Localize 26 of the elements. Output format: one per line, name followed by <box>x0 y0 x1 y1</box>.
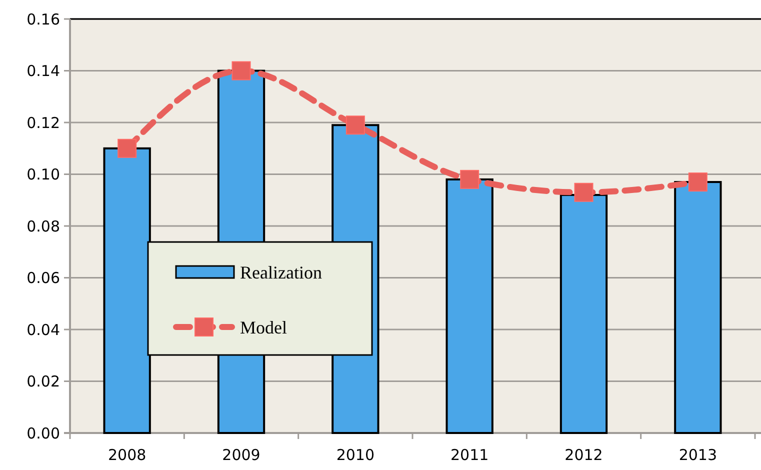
bar <box>446 178 494 434</box>
y-tick-label: 0.04 <box>26 320 60 339</box>
y-tick-label: 0.00 <box>26 424 60 442</box>
x-tick-label: 2009 <box>222 446 260 464</box>
x-tick-label: 2011 <box>450 446 489 464</box>
x-tick-label: 2010 <box>336 446 375 464</box>
point <box>460 170 480 189</box>
y-tick-label: 0.08 <box>26 217 60 236</box>
x-tick-label: 2013 <box>678 446 718 464</box>
y-tick-label: 0.14 <box>26 62 60 80</box>
y-tick-label: 0.10 <box>26 166 60 184</box>
point <box>118 138 137 158</box>
y-tick-label: 0.06 <box>26 269 60 287</box>
point <box>688 172 708 192</box>
bar <box>674 181 722 434</box>
point <box>346 116 365 135</box>
bar <box>560 194 608 434</box>
x-tick-label: 2012 <box>564 446 603 464</box>
y-tick-label: 0.02 <box>26 372 60 390</box>
y-tick-label: 0.12 <box>26 114 60 132</box>
legend-label: Model <box>240 317 287 338</box>
x-tick-label: 2008 <box>108 446 146 464</box>
point <box>232 61 251 80</box>
legend-label: Realization <box>240 262 322 282</box>
point <box>574 182 594 202</box>
y-tick-label: 0.16 <box>26 10 60 28</box>
